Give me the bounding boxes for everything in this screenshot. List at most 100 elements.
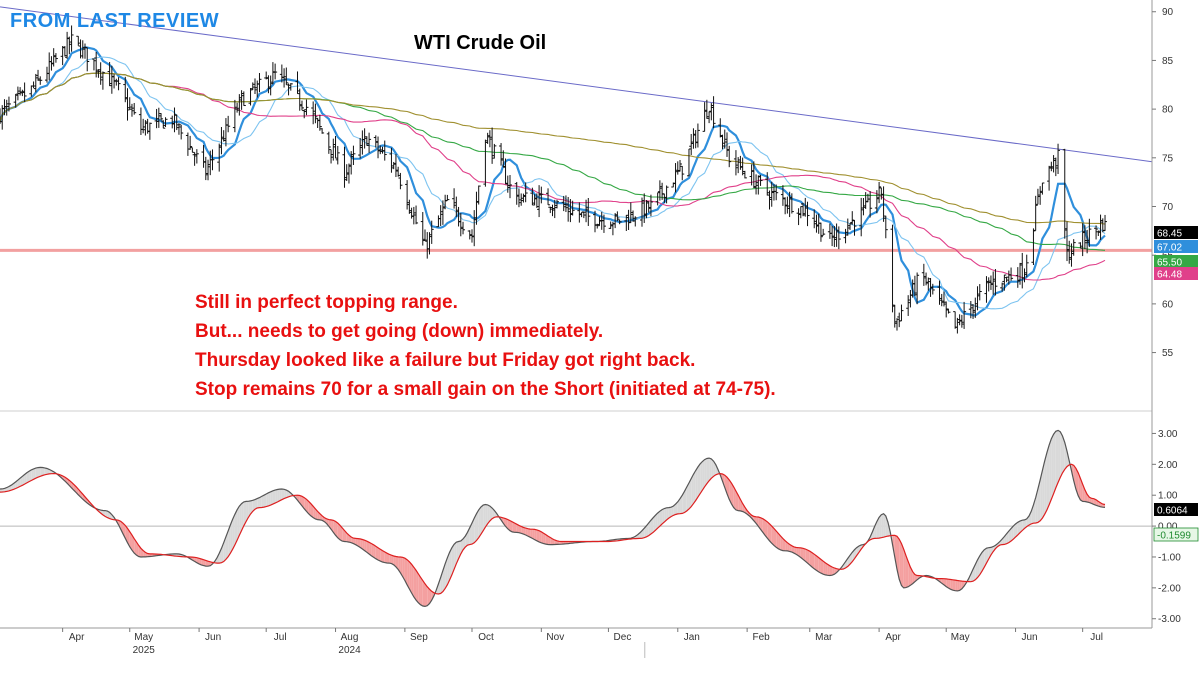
oscillator-fill-down [780,536,783,551]
oscillator-fill-up [664,507,667,522]
oscillator-fill-up [225,530,229,560]
moving-average-55 [0,72,1106,281]
ohlc-bar [223,118,228,147]
ohlc-bar [62,46,67,57]
oscillator-fill-down [818,557,821,574]
ohlc-bar [304,99,309,116]
oscillator-fill-down [809,551,812,567]
oscillator-fill-down [369,542,372,556]
ohlc-bar [686,148,691,177]
oscillator-fill-down [903,549,906,588]
ohlc-bar [487,130,492,148]
ohlc-bar [123,76,128,103]
ohlc-bar [941,291,946,307]
oscillator-fill-down [306,499,309,514]
price-bars [0,25,1108,334]
oscillator-fill-up [881,513,884,538]
month-tick-label: Dec [614,632,632,643]
oscillator-fill-up [1055,430,1059,488]
oscillator-fill-down [503,517,506,527]
oscillator-fill-up [1049,438,1052,505]
ohlc-bar [1087,218,1092,247]
oscillator-fill-up [487,504,490,524]
oscillator-fill-down [805,549,808,564]
ohlc-bar [953,311,958,329]
ohlc-bar [738,155,743,170]
oscillator-fill-down [514,523,517,533]
ohlc-bar [91,58,96,71]
oscillator-fill-down [899,539,902,586]
ohlc-bar [566,196,571,222]
oscillator-fill-down [800,547,804,560]
price-value-text: 64.48 [1157,270,1182,281]
oscillator-fill-up [243,501,247,526]
ohlc-bar [1038,186,1043,205]
oscillator-fill-down [205,560,209,567]
ohlc-bar [15,86,20,101]
osc-tick-label: -3.00 [1158,614,1181,625]
oscillator-fill-up [684,487,687,513]
oscillator-fill-down [769,523,772,544]
oscillator-fill-up [286,490,289,498]
oscillator-fill-up [250,500,253,515]
oscillator-fill-up [662,508,665,524]
oscillator-fill-down [729,479,732,505]
ohlc-bar [467,230,472,240]
ohlc-bar [930,283,935,295]
ohlc-bar [320,128,325,134]
ohlc-bar [44,66,49,83]
oscillator-fill-down [767,521,770,541]
oscillator-fill-down [823,561,826,575]
oscillator-fill-down [407,559,410,589]
oscillator-fill-up [872,526,875,539]
ohlc-bar [100,71,105,90]
oscillator-fill-up [659,509,663,527]
oscillator-slow-line [0,463,1106,595]
ohlc-bar [680,165,685,181]
oscillator-fill-down [532,529,535,540]
oscillator-fill-up [688,478,692,510]
oscillator-fill-up [248,500,251,518]
ohlc-bar [928,278,933,297]
oscillator-fill-up [281,489,285,500]
oscillator-fill-down [1084,489,1088,502]
ohlc-bar [221,130,226,142]
ohlc-bar [315,117,320,129]
ohlc-bar [360,130,365,155]
oscillator-fill-up [259,496,262,508]
oscillator-fill-down [1075,468,1079,496]
oscillator-fill-down [803,548,806,562]
oscillator-fill-up [263,494,267,508]
oscillator-fill-down [420,577,423,606]
ohlc-bar [709,103,714,121]
ohlc-bar [425,232,430,259]
ohlc-bar [445,194,450,201]
axes: 556065707580859068.4567.0265.5064.483.00… [0,0,1199,658]
ohlc-bar [176,123,181,135]
oscillator-fill-up [1053,431,1056,494]
ohlc-bar [190,147,195,153]
ohlc-bar [787,191,792,218]
oscillator-fill-up [20,476,23,487]
ohlc-bar [483,139,488,187]
ohlc-bar [534,193,539,208]
ohlc-bar [60,45,65,66]
year-label: 2025 [133,645,156,656]
ohlc-bar [720,134,725,150]
ohlc-bar [1082,225,1087,250]
oscillator-fill-up [1028,511,1032,526]
ohlc-bar [874,190,879,214]
ohlc-bar [389,147,394,173]
oscillator-fill-up [223,536,226,562]
ohlc-bar [691,128,696,149]
price-value-label: 67.02 [1154,240,1198,254]
ohlc-bar [241,91,246,107]
price-value-label: 64.48 [1154,267,1198,281]
ohlc-bar [1078,242,1083,249]
oscillator-fill-down [516,524,519,533]
oscillator-fill-up [999,539,1003,546]
oscillator-fill-up [637,532,640,539]
ohlc-bar [613,213,618,229]
ohlc-bar [868,191,873,218]
ohlc-bar [877,181,882,204]
